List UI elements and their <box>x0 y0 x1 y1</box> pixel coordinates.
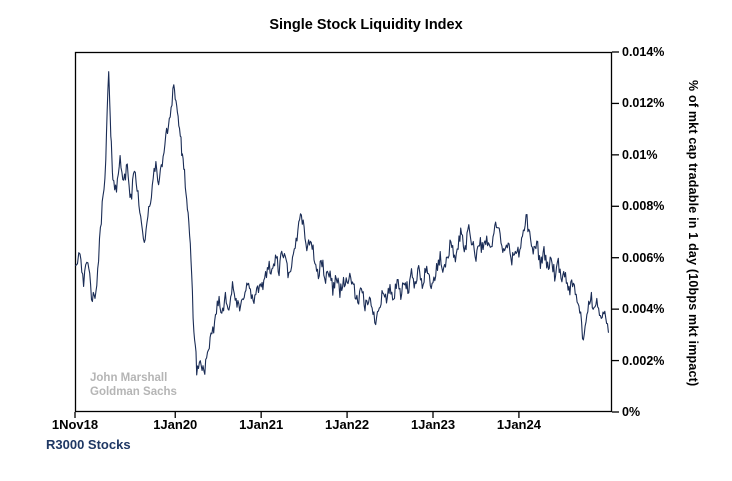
y-tick-label: 0.008% <box>622 199 665 214</box>
y-tick-label: 0% <box>622 405 641 419</box>
y-axis-title: % of mkt cap tradable in 1 day (10bps mk… <box>686 79 700 387</box>
y-tick-label: 0.01% <box>622 147 658 162</box>
liquidity-index-line <box>75 71 609 376</box>
source-annotation: John Marshall Goldman Sachs <box>90 371 177 400</box>
x-tick-label: 1Jan22 <box>325 417 370 432</box>
annotation-author: John Marshall <box>90 372 168 384</box>
annotation-firm: Goldman Sachs <box>90 386 177 399</box>
x-tick-label: 1Nov18 <box>51 417 99 432</box>
y-tick-label: 0.004% <box>622 302 665 317</box>
x-tick-label: 1Jan20 <box>153 417 198 432</box>
chart-title: Single Stock Liquidity Index <box>269 17 463 33</box>
x-tick-label: 1Jan23 <box>410 417 456 432</box>
x-tick-label: 1Jan24 <box>496 417 541 432</box>
y-tick-label: 0.012% <box>622 96 665 111</box>
y-tick-label: 0.014% <box>622 45 665 59</box>
x-tick-label: 1Jan21 <box>239 417 284 432</box>
y-tick-label: 0.002% <box>622 353 665 368</box>
y-tick-label: 0.006% <box>622 250 665 265</box>
series-label: R3000 Stocks <box>46 437 131 452</box>
